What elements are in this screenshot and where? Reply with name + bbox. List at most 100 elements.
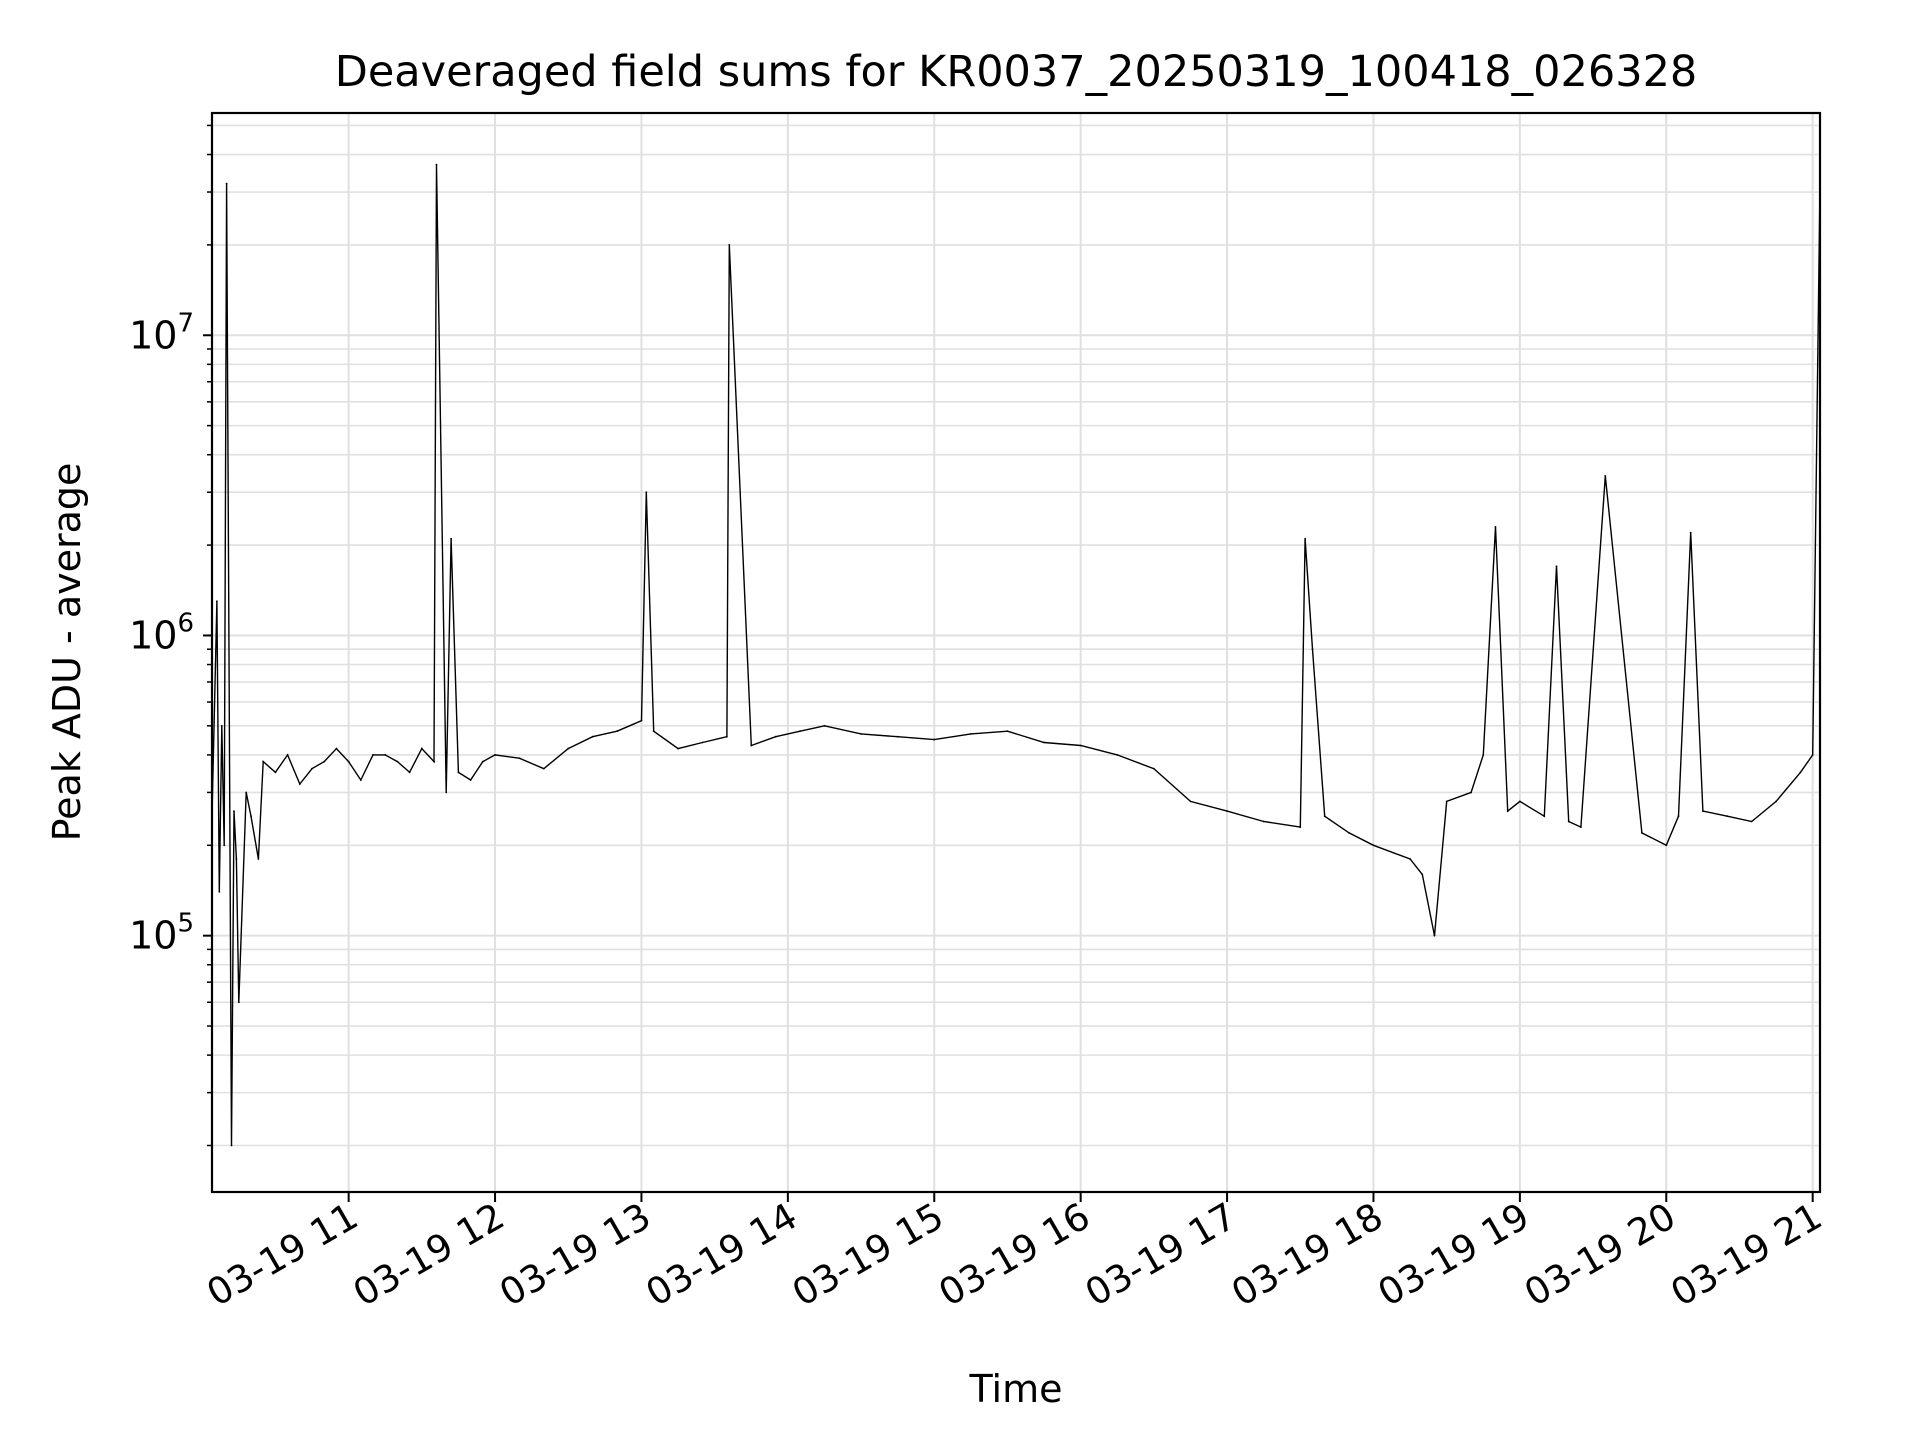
data-point [1775,800,1777,803]
data-point [298,783,301,785]
y-tick-exponent: 6 [177,608,194,638]
data-point [1304,537,1307,540]
data-point [1726,815,1729,818]
data-point [1262,820,1265,823]
data-point [1482,754,1485,756]
data-point [359,779,362,781]
data-point [799,730,801,733]
data-point [347,760,350,763]
data-point [725,735,728,738]
data-point [420,747,423,750]
data-point [262,760,265,763]
y-axis-label: Peak ADU - average [45,463,89,842]
data-point [1299,826,1302,828]
data-point [1152,767,1155,770]
y-tick-label: 107 [129,308,194,357]
data-point [1604,475,1607,477]
y-tick-base: 10 [129,613,177,657]
y-tick-label: 106 [129,608,194,657]
data-point [933,738,936,741]
data-point [1311,648,1314,651]
data-point [896,735,899,738]
data-point [237,1001,240,1004]
data-point [701,741,704,744]
data-point [335,747,338,750]
data-point [1518,800,1521,803]
data-point [1470,791,1472,794]
data-layer [211,163,1821,1147]
plot-frame [210,111,1822,1194]
data-point [215,600,218,603]
data-point [225,182,228,185]
data-point [433,760,435,763]
data-point [1811,754,1814,756]
data-point [1445,800,1448,803]
y-tick-base: 10 [129,914,177,958]
data-point [1701,810,1704,812]
data-point [1323,815,1326,818]
data-point [750,744,753,747]
y-tick-base: 10 [129,313,177,357]
data-point [1348,831,1350,834]
data-point [233,810,235,812]
data-point [591,735,594,738]
data-point [1750,820,1753,823]
data-point [372,754,374,756]
data-point [1494,525,1497,528]
y-tick-exponent: 7 [177,308,194,338]
data-point [1226,810,1228,812]
data-point [450,537,453,540]
data-point [235,858,238,860]
data-point [1555,565,1558,568]
data-point [408,771,411,774]
data-point [1433,934,1436,937]
data-point [1677,815,1680,818]
x-axis-label: Time [969,1367,1063,1411]
data-point [274,771,277,774]
data-point [616,730,618,733]
data-point [257,858,260,860]
data-point [774,735,777,738]
data-point [245,791,248,794]
data-point [518,757,521,760]
data-point [1543,815,1546,818]
data-point [1372,844,1375,847]
data-point [494,754,496,756]
data-point [1640,831,1643,834]
y-tick-exponent: 5 [177,909,194,939]
data-point [396,760,399,763]
chart-title: Deaveraged field sums for KR0037_2025031… [335,47,1698,97]
grid-layer [212,113,1820,1192]
data-point [230,1144,233,1147]
data-point [1689,531,1692,534]
data-point [640,719,643,722]
data-point [823,724,826,727]
data-point [1006,730,1009,733]
data-point [969,732,972,735]
data-point [223,844,226,847]
data-point [1567,820,1570,823]
data-point [445,791,448,794]
data-point [1189,800,1192,803]
data-point [652,730,655,733]
data-point [1665,844,1668,847]
data-point [469,779,472,781]
data-point [481,760,484,763]
data-point [1116,754,1119,756]
data-point [250,815,252,818]
data-point [220,724,223,727]
data-point [1079,744,1082,747]
data-point [218,890,221,893]
data-point [567,747,570,750]
data-point [1421,873,1424,876]
data-point [435,163,438,166]
data-point [323,760,326,763]
data-point [311,767,313,770]
data-point [1799,771,1802,774]
data-point [1043,741,1045,744]
data-point [286,754,289,756]
data-point [728,243,731,246]
